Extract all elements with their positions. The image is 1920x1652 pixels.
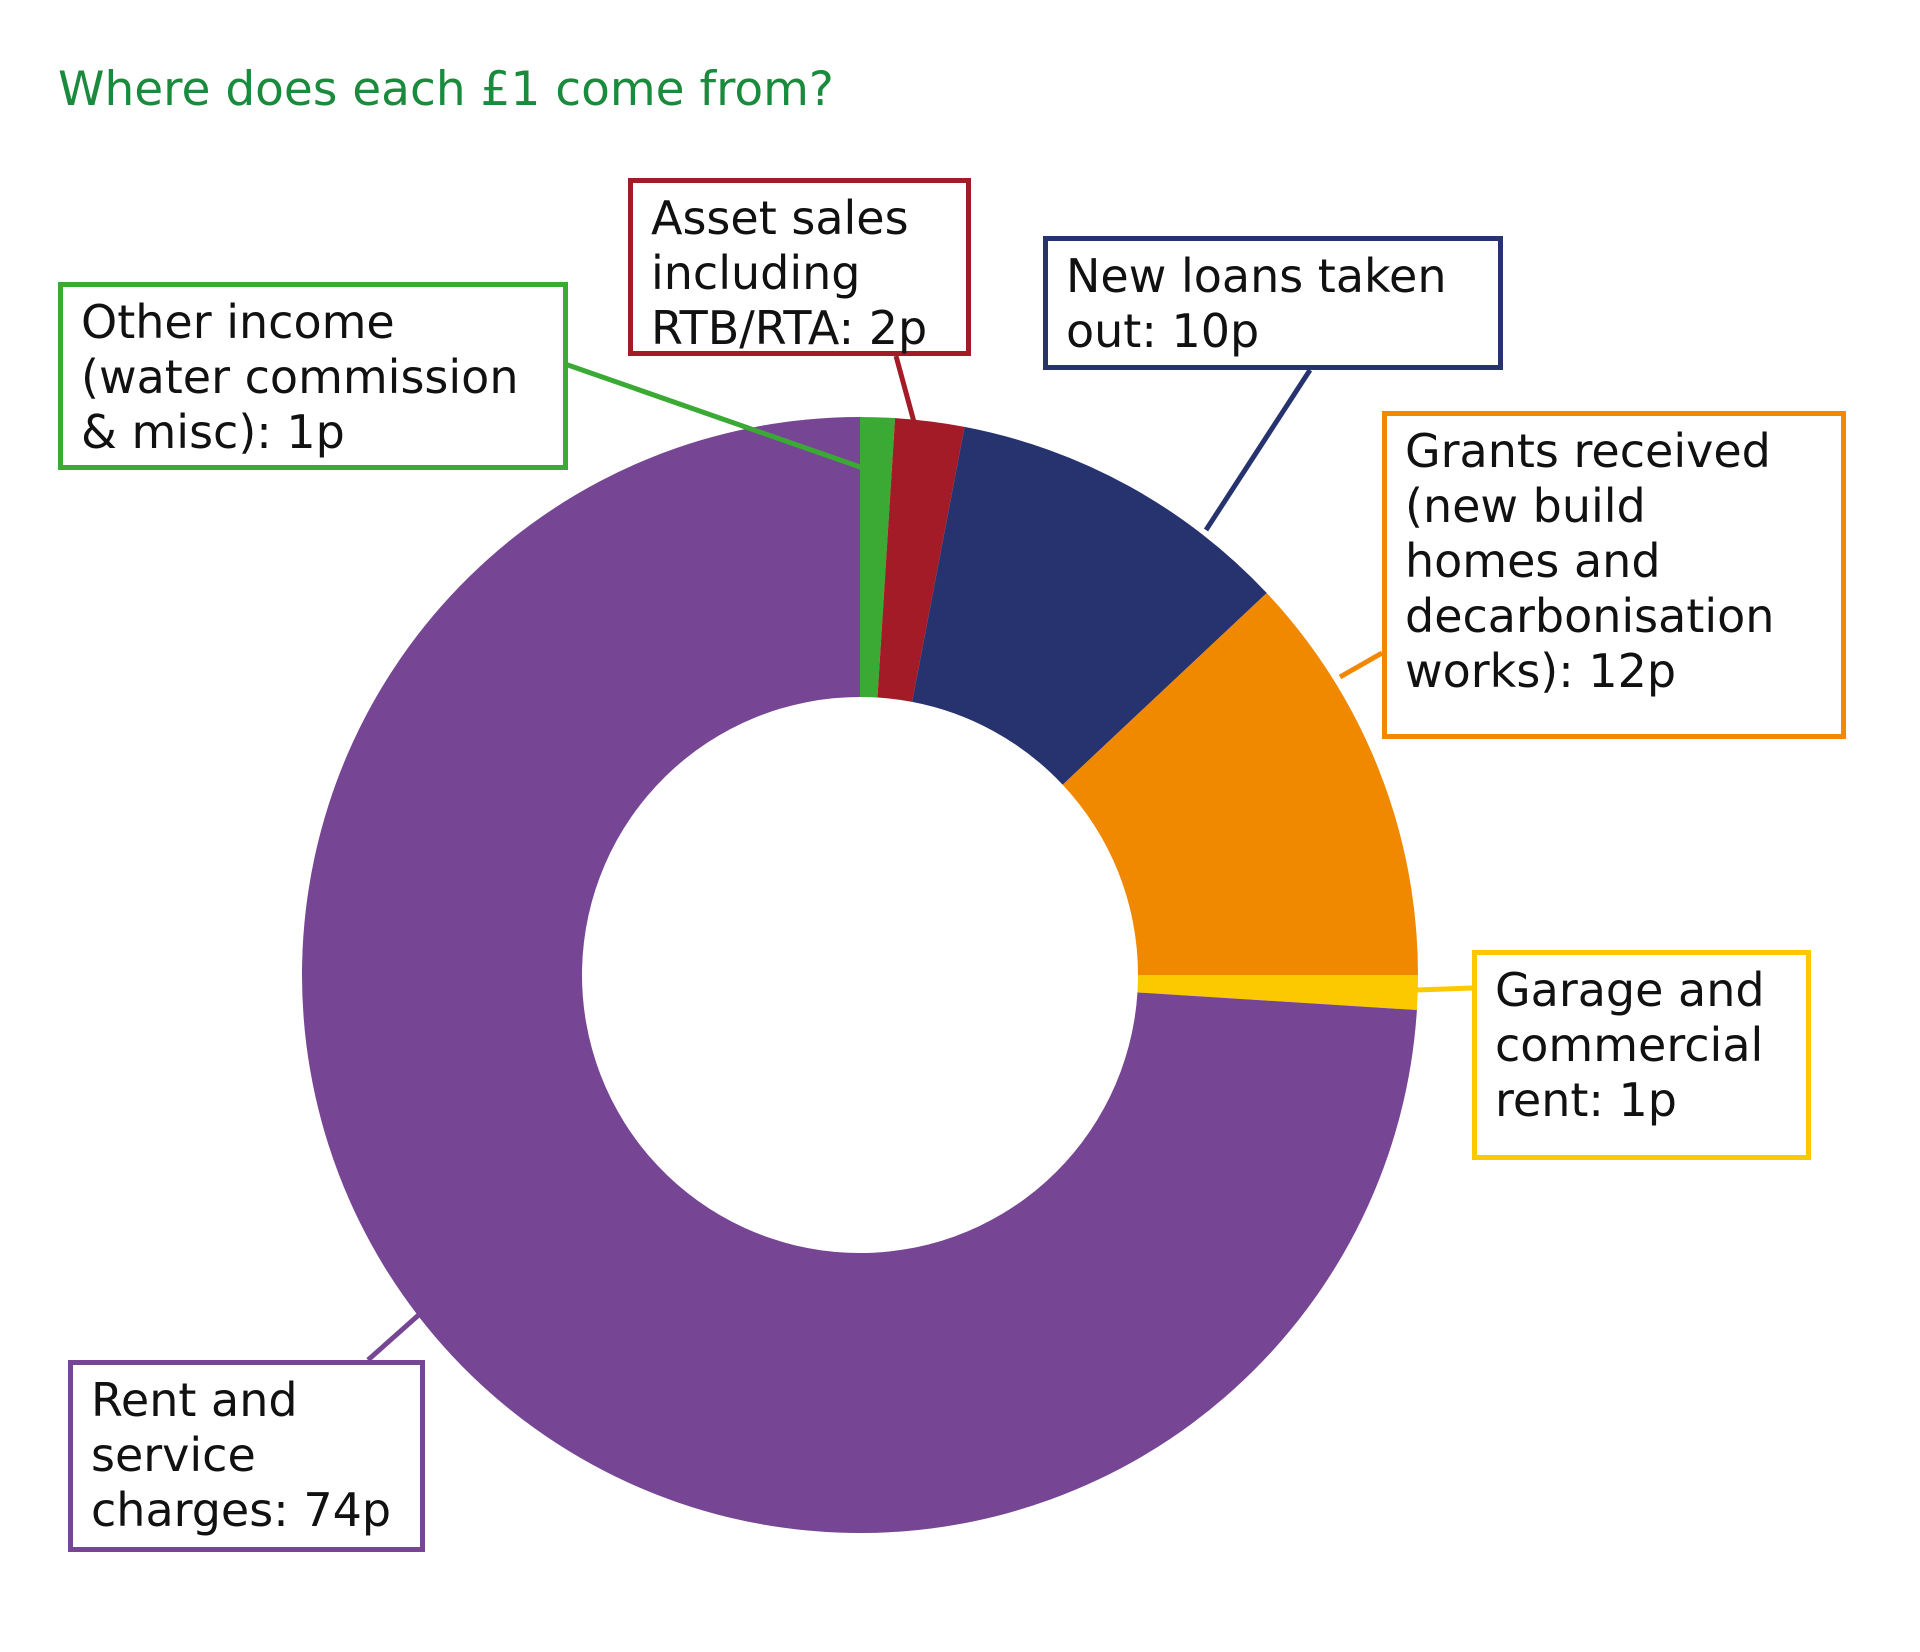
label-assets: Asset sales including RTB/RTA: 2p [628,178,971,356]
leader-line-garage [1416,985,1473,993]
label-line: (water commission [81,350,519,404]
label-line: Asset sales [651,191,909,245]
label-line: RTB/RTA: 2p [651,301,928,355]
slice-garage [1137,975,1418,1011]
label-line: decarbonisation [1405,589,1775,643]
label-line: Rent and [91,1373,298,1427]
label-line: commercial [1495,1018,1764,1072]
slice-assets [877,418,965,702]
label-line: out: 10p [1066,304,1260,358]
chart-title: Where does each £1 come from? [58,62,834,117]
label-line: including [651,246,861,300]
label-other: Other income (water commission & misc): 1p [58,282,568,470]
label-line: rent: 1p [1495,1073,1677,1127]
label-grants: Grants received (new build homes and decarb… [1382,411,1846,739]
leader-lines [366,355,1473,1362]
leader-line-grants [1338,650,1384,680]
label-line: (new build [1405,479,1646,533]
leader-line-rent [366,1310,424,1362]
donut-slices [301,417,1418,1533]
label-rent: Rent and service charges: 74p [68,1360,425,1552]
label-line: works): 12p [1405,644,1677,698]
label-line: & misc): 1p [81,405,345,459]
label-line: Other income [81,295,395,349]
leader-line-assets [893,355,917,423]
leader-line-other [564,361,864,471]
label-loans: New loans taken out: 10p [1043,236,1503,370]
label-line: service [91,1428,256,1482]
label-line: homes and [1405,534,1661,588]
slice-other [860,417,896,698]
slice-grants [1062,593,1418,975]
label-line: New loans taken [1066,249,1447,303]
label-garage: Garage and commercial rent: 1p [1472,950,1811,1160]
label-line: Garage and [1495,963,1765,1017]
label-line: charges: 74p [91,1483,392,1537]
slice-rent [301,417,1417,1533]
slice-loans [912,426,1267,785]
leader-line-loans [1203,368,1313,532]
label-line: Grants received [1405,424,1771,478]
